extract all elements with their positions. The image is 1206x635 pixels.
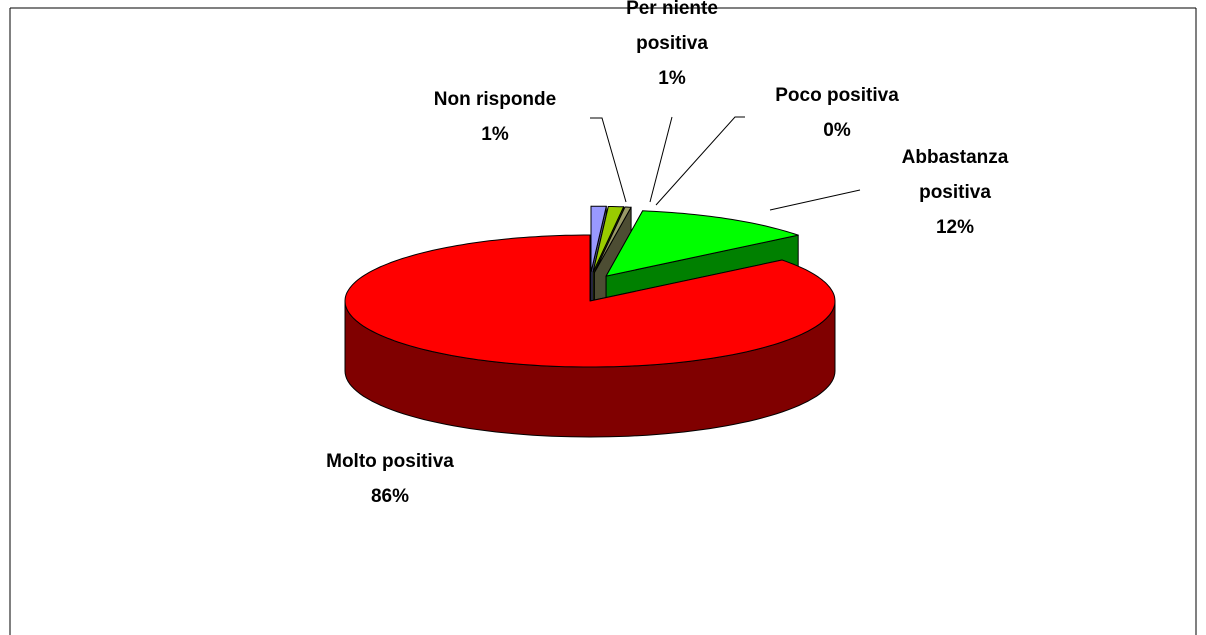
frame xyxy=(9,7,1197,635)
category-label: Per niente positiva xyxy=(626,0,718,54)
label: Abbastanza positiva 12% xyxy=(880,140,1030,245)
category-label: Poco positiva xyxy=(775,85,899,106)
slice xyxy=(605,210,799,277)
slice xyxy=(590,205,607,273)
leader-lines xyxy=(590,116,861,211)
value-label: 86% xyxy=(370,486,410,507)
category-label: Non risponde xyxy=(433,89,557,110)
slice xyxy=(592,206,625,273)
category-label: Abbastanza positiva xyxy=(901,147,1009,203)
slice xyxy=(344,234,836,368)
category-label: Molto positiva xyxy=(326,451,454,472)
value-label: 0% xyxy=(823,120,851,141)
value-label: 1% xyxy=(481,124,509,145)
slices xyxy=(344,205,836,438)
label: Non risponde 1% xyxy=(395,82,595,152)
label: Molto positiva 86% xyxy=(290,444,490,514)
label: Per niente positiva 1% xyxy=(592,0,752,96)
value-label: 1% xyxy=(658,68,686,89)
value-label: 12% xyxy=(935,217,975,238)
slice xyxy=(593,206,632,273)
label: Poco positiva 0% xyxy=(737,78,937,148)
